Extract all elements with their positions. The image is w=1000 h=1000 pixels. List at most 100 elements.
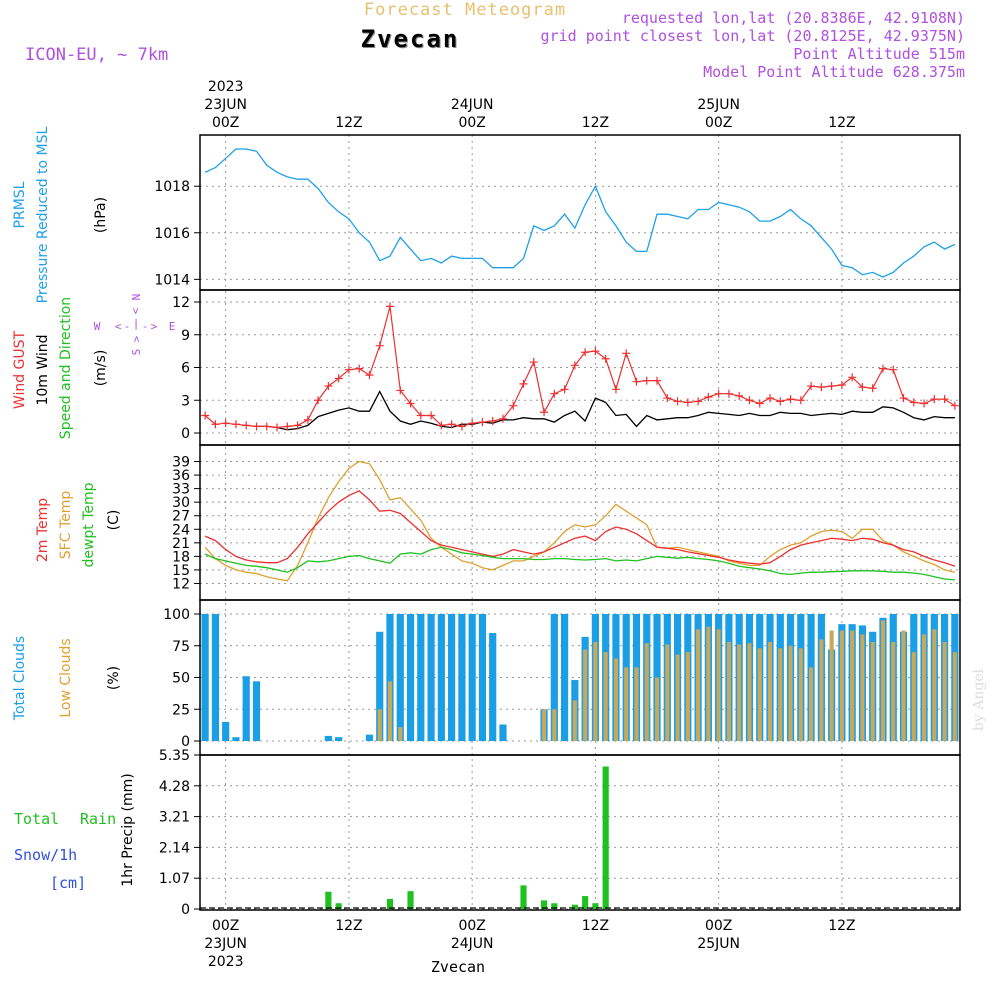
gust-marker (601, 354, 610, 363)
gust-marker (683, 398, 692, 407)
gust-marker (488, 416, 497, 425)
requested-coords: requested lon,lat (20.8386E, 42.9108N) (622, 9, 965, 27)
gust-marker (293, 421, 302, 430)
bottom-hour-label: 12Z (828, 918, 855, 934)
y-tick-label: 3.21 (159, 810, 190, 826)
gust-marker (231, 420, 240, 429)
gust-marker (807, 382, 816, 391)
bottom-date-label: 23JUN (204, 936, 247, 952)
low-cloud-bar (644, 643, 649, 741)
low-cloud-bar (767, 641, 773, 741)
gust-marker (878, 364, 887, 373)
gust-marker (529, 358, 538, 367)
gust-marker (909, 398, 918, 407)
rain-bar (592, 903, 599, 909)
low-cloud-bar (932, 629, 937, 741)
compass-e-label: E (169, 320, 176, 333)
rain-bar (551, 903, 558, 909)
y-tick-label: 24 (172, 522, 190, 538)
gust-marker (396, 386, 405, 395)
temp2m-line (204, 490, 956, 567)
gust-marker (386, 302, 394, 311)
low-cloud-bar (542, 709, 547, 741)
total-cloud-bar (550, 614, 558, 741)
gust-marker (242, 421, 251, 430)
wind-label: 10m Wind (35, 334, 51, 405)
y-tick-label: 30 (172, 495, 190, 511)
top-hour-label: 00Z (705, 115, 732, 131)
compass-w-label: W (94, 320, 101, 333)
gust-marker (755, 399, 764, 408)
gust-marker (437, 421, 446, 430)
svg-text:-: - (124, 320, 131, 333)
y-tick-label: 1018 (154, 179, 190, 195)
bottom-hour-label: 00Z (212, 918, 239, 934)
gust-marker (786, 395, 795, 404)
gust-marker (673, 397, 682, 406)
gust-marker (303, 415, 312, 424)
total-cloud-bar (324, 735, 332, 741)
gust-marker (570, 361, 579, 370)
total-cloud-bar (448, 614, 456, 741)
dewpt-label: dewpt Temp (81, 482, 97, 567)
rain-label: Total (14, 810, 59, 828)
gust-marker (416, 411, 425, 420)
low-cloud-bar (675, 654, 680, 741)
gust-marker (560, 385, 569, 394)
snow-unit-label: [cm] (50, 874, 86, 892)
low-cloud-bar (613, 658, 618, 741)
low-cloud-bar (634, 667, 639, 741)
location-title: Zvecan (361, 25, 460, 53)
gust-marker (262, 422, 271, 431)
y-tick-label: 1016 (154, 226, 190, 242)
svg-text:>: > (130, 335, 143, 342)
gust-marker (283, 422, 292, 431)
rain-bar (602, 766, 609, 909)
y-tick-label: 3 (181, 393, 190, 409)
total-cloud-bar (242, 676, 250, 741)
credit-watermark: by Angel (971, 668, 987, 731)
prmsl-label-2: Pressure Reduced to MSL (35, 126, 51, 303)
rain-bar (571, 904, 578, 909)
y-tick-label: 4.28 (159, 779, 190, 795)
model-label: ICON-EU, ~ 7km (25, 45, 168, 65)
total-cloud-bar (376, 631, 384, 741)
low-cloud-bar (809, 667, 814, 741)
low-cloud-bar (891, 641, 896, 741)
compass-s-label: S (130, 349, 143, 356)
prmsl-unit: (hPa) (93, 197, 109, 233)
wind-dir-label: Speed and Direction (58, 297, 74, 439)
y-tick-label: 9 (181, 328, 190, 344)
gust-line (204, 306, 956, 429)
gust-label: Wind GUST (12, 330, 28, 409)
gust-marker (201, 411, 210, 420)
rain-bar (335, 903, 342, 909)
wind-speed-line (256, 390, 955, 431)
temp-panel-frame (199, 444, 961, 601)
low-cloud-bar (737, 644, 742, 741)
gust-marker (724, 389, 733, 398)
gust-marker (745, 396, 754, 405)
gust-marker (314, 396, 323, 405)
rain-bar (407, 891, 414, 909)
gust-marker (581, 348, 590, 357)
total-cloud-bar (468, 614, 476, 741)
total-cloud-bar (252, 681, 261, 741)
bottom-hour-label: 12Z (335, 918, 362, 934)
gust-marker (468, 419, 477, 428)
gust-marker (406, 399, 415, 408)
top-hour-label: 12Z (582, 115, 609, 131)
bottom-date-label: 25JUN (697, 936, 740, 952)
gust-marker (622, 349, 631, 358)
gust-marker (868, 384, 877, 393)
gust-marker (940, 395, 949, 404)
gust-marker (375, 341, 384, 350)
gust-marker (796, 396, 805, 405)
svg-text:-: - (142, 320, 149, 333)
gridpoint-coords: grid point closest lon,lat (20.8125E, 42… (541, 27, 965, 45)
gust-marker (344, 365, 353, 374)
rain-bar (386, 898, 394, 909)
low-cloud-bar (819, 639, 824, 741)
rain-bar (540, 900, 548, 909)
